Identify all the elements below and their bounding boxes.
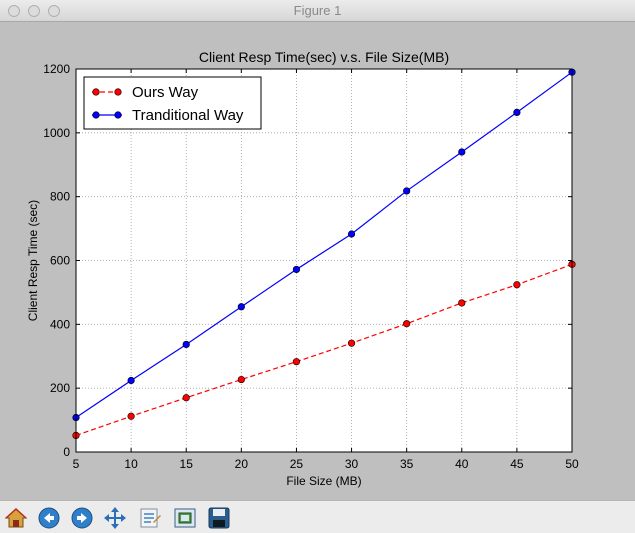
y-tick-label: 1000 [43,126,70,140]
data-point-series-1 [292,358,301,366]
data-point-series-2 [182,340,190,349]
x-tick-label: 25 [290,457,304,471]
y-tick-label: 800 [50,190,70,204]
y-tick-label: 600 [50,254,70,268]
data-point-series-1 [347,339,356,347]
window-title: Figure 1 [293,3,342,18]
figure-canvas: 5 10 15 20 25 30 35 40 45 50 0 200 400 600 800 1000 1200… [0,22,635,500]
legend-marker-2 [114,111,122,119]
legend-marker-2 [92,111,100,119]
data-point-series-1 [237,375,245,384]
data-point-series-2 [292,265,301,274]
x-tick-label: 20 [235,457,249,471]
minimize-window-button[interactable] [28,5,40,17]
x-tick-label: 15 [180,457,194,471]
configure-subplots-icon[interactable] [136,504,164,532]
legend-label-1: Ours Way [132,84,199,101]
data-point-series-1 [182,394,190,402]
data-point-series-1 [458,299,466,307]
y-tick-label: 200 [50,381,70,395]
pan-icon[interactable] [101,504,129,532]
y-tick-label: 1200 [43,62,70,76]
legend-marker-1 [114,88,122,96]
data-point-series-2 [513,108,521,117]
data-point-series-1 [513,281,521,289]
data-point-series-2 [237,303,245,311]
close-window-button[interactable] [8,5,20,17]
x-axis-label: File Size (MB) [286,474,361,488]
legend-label-2: Tranditional Way [132,107,244,124]
y-axis-label: Client Resp Time (sec) [26,200,40,321]
legend-marker-1 [92,88,100,96]
x-tick-label: 5 [73,457,80,471]
x-tick-label: 50 [565,457,579,471]
y-tick-label: 0 [63,445,70,459]
legend-box [83,76,262,130]
data-point-series-1 [403,320,411,328]
navigation-toolbar [0,500,635,533]
chart-title: Client Resp Time(sec) v.s. File Size(MB) [199,49,449,65]
x-tick-label: 45 [510,457,524,471]
data-point-series-2 [127,376,135,385]
line-chart: 5 10 15 20 25 30 35 40 45 50 0 200 400 600 800 1000 1200… [26,49,579,488]
y-tick-label: 400 [50,317,70,331]
series-line-1 [75,263,573,436]
series-line-2 [75,71,573,419]
back-icon[interactable] [35,504,63,532]
zoom-rect-icon[interactable] [171,504,199,532]
x-tick-label: 30 [345,457,359,471]
zoom-window-button[interactable] [48,5,60,17]
x-tick-label: 40 [455,457,469,471]
data-point-series-1 [127,412,135,420]
x-tick-label: 10 [124,457,138,471]
data-point-series-2 [347,230,356,238]
x-tick-label: 35 [400,457,414,471]
window-titlebar: Figure 1 [0,0,635,22]
save-icon[interactable] [205,504,233,532]
data-point-series-2 [403,187,411,195]
home-icon[interactable] [2,504,30,532]
data-point-series-2 [458,148,466,156]
forward-icon[interactable] [68,504,96,532]
